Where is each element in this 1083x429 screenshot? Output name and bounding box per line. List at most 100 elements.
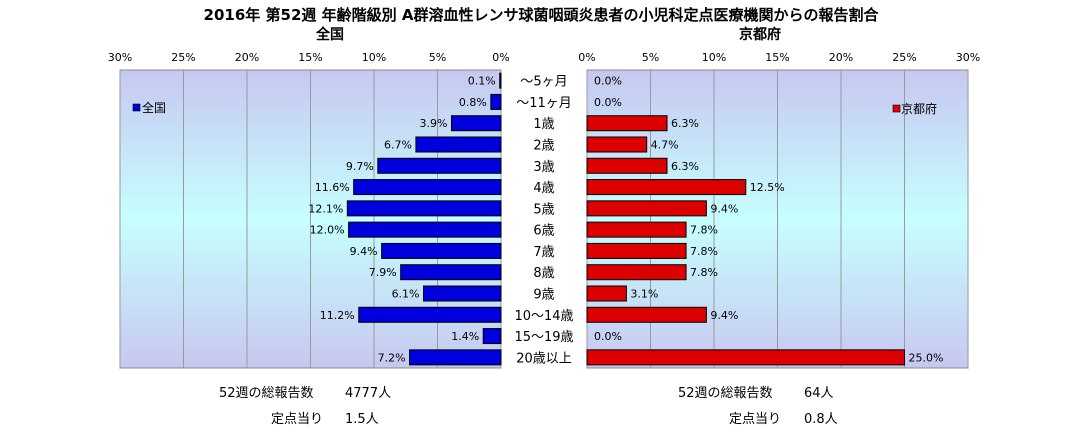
category-label: 2歳 <box>533 139 554 154</box>
data-label-kyoto: 9.4% <box>710 309 738 322</box>
axis-ticks: 30% 25% 20% 15% 10% 5% 0% 0% 5% 10% 15% 20% 25% 30% <box>108 51 980 64</box>
category-label: 8歳 <box>533 266 554 281</box>
bar-kyoto <box>586 242 687 259</box>
left-total-label: 52週の総報告数 <box>219 386 314 401</box>
data-label-national: 3.9% <box>420 117 448 130</box>
bar-kyoto <box>586 200 707 217</box>
right-total-value: 64人 <box>804 386 834 401</box>
tick-label-left: 5% <box>429 51 446 64</box>
data-label-kyoto: 7.8% <box>690 224 718 237</box>
data-label-kyoto: 3.1% <box>630 288 658 301</box>
data-label-kyoto: 6.3% <box>671 117 699 130</box>
bar-national <box>348 221 502 238</box>
right-per-value: 0.8人 <box>804 412 838 427</box>
bar-national <box>415 136 502 153</box>
category-label: ～11ヶ月 <box>516 96 572 111</box>
data-label-kyoto: 6.3% <box>671 160 699 173</box>
right-per-label: 定点当り <box>729 412 782 427</box>
left-panel-title: 全国 <box>315 26 344 43</box>
tick-label-right: 0% <box>578 51 595 64</box>
data-label-national: 11.2% <box>320 309 355 322</box>
left-per-label: 定点当り <box>271 412 324 427</box>
tick-label-left: 30% <box>108 51 132 64</box>
data-label-national: 7.9% <box>369 266 397 279</box>
category-label: 4歳 <box>533 181 554 196</box>
data-label-kyoto: 4.7% <box>651 139 679 152</box>
bar-national <box>490 93 502 110</box>
category-label: 1歳 <box>533 117 554 132</box>
bar-kyoto <box>586 221 687 238</box>
left-per-value: 1.5人 <box>345 412 379 427</box>
category-label: 3歳 <box>533 160 554 175</box>
right-panel-title: 京都府 <box>739 26 781 43</box>
tick-label-left: 15% <box>298 51 322 64</box>
bar-national <box>346 200 502 217</box>
data-label-national: 12.1% <box>308 202 343 215</box>
category-label: ～5ヶ月 <box>520 75 567 90</box>
data-label-national: 6.1% <box>392 288 420 301</box>
data-label-national: 12.0% <box>310 224 345 237</box>
tick-label-right: 5% <box>642 51 659 64</box>
bar-kyoto <box>586 264 687 281</box>
tick-label-right: 10% <box>702 51 726 64</box>
bar-national <box>377 157 502 174</box>
legend-label-national: 全国 <box>142 100 166 115</box>
data-label-kyoto: 7.8% <box>690 266 718 279</box>
tick-label-left: 25% <box>171 51 195 64</box>
legend-swatch-kyoto <box>892 104 901 113</box>
legend-right: 京都府 <box>892 101 937 116</box>
tick-label-left: 10% <box>362 51 386 64</box>
category-label: 9歳 <box>533 288 554 303</box>
legend-label-kyoto: 京都府 <box>901 101 937 116</box>
data-label-kyoto: 12.5% <box>750 181 785 194</box>
tick-label-left: 20% <box>235 51 259 64</box>
category-label: 5歳 <box>533 202 554 217</box>
data-label-kyoto: 25.0% <box>909 351 944 364</box>
tick-label-right: 15% <box>765 51 789 64</box>
data-label-kyoto: 0.0% <box>594 330 622 343</box>
tick-label-right: 25% <box>892 51 916 64</box>
right-total-label: 52週の総報告数 <box>678 386 773 401</box>
bar-kyoto <box>586 157 668 174</box>
bar-kyoto <box>586 136 648 153</box>
bar-national <box>423 285 502 302</box>
category-label: 6歳 <box>533 224 554 239</box>
bar-national <box>381 242 502 259</box>
legend-swatch-national <box>132 103 141 112</box>
bar-kyoto <box>586 306 707 323</box>
bar-national <box>353 179 502 196</box>
bar-kyoto <box>586 349 905 366</box>
category-labels: ～5ヶ月 ～11ヶ月 1歳 2歳 3歳 4歳 5歳 6歳 7歳 8歳 9歳 10～14歳 15～19歳 2… <box>514 75 573 367</box>
bar-national <box>400 264 502 281</box>
bar-national <box>450 115 502 132</box>
category-label: 7歳 <box>533 245 554 260</box>
bar-national <box>499 72 502 89</box>
data-label-kyoto: 0.0% <box>594 96 622 109</box>
data-label-national: 7.2% <box>378 351 406 364</box>
data-label-national: 11.6% <box>315 181 350 194</box>
data-label-national: 9.7% <box>346 160 374 173</box>
category-label: 10～14歳 <box>514 309 573 324</box>
category-label: 20歳以上 <box>516 351 572 366</box>
data-label-kyoto: 7.8% <box>690 245 718 258</box>
data-label-national: 0.8% <box>459 96 487 109</box>
bar-kyoto <box>586 285 627 302</box>
category-label: 15～19歳 <box>514 330 573 345</box>
data-label-kyoto: 9.4% <box>710 202 738 215</box>
bars: 0.1% 0.0% 0.8% 0.0% 3.9% 6.3% 6.7% 4.7% 9.7% 6.3%… <box>308 72 944 366</box>
tick-label-right: 30% <box>956 51 980 64</box>
data-label-national: 6.7% <box>384 139 412 152</box>
bar-national <box>358 306 502 323</box>
data-label-national: 9.4% <box>350 245 378 258</box>
data-label-kyoto: 0.0% <box>594 75 622 88</box>
bar-national <box>409 349 502 366</box>
chart-title: 2016年 第52週 年齢階級別 A群溶血性レンサ球菌咽頭炎患者の小児科定点医療… <box>204 6 880 24</box>
bar-national <box>482 328 502 345</box>
left-total-value: 4777人 <box>345 386 392 401</box>
tick-label-right: 20% <box>829 51 853 64</box>
bar-kyoto <box>586 115 668 132</box>
tick-label-left: 0% <box>492 51 509 64</box>
legend-left: 全国 <box>132 100 166 115</box>
data-label-national: 0.1% <box>468 75 496 88</box>
